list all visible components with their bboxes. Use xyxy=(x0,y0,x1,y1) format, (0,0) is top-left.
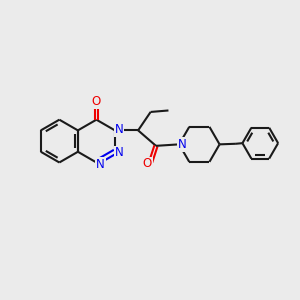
Text: N: N xyxy=(96,158,105,171)
Text: N: N xyxy=(115,123,124,136)
Text: N: N xyxy=(178,138,187,151)
Text: N: N xyxy=(115,146,124,160)
Text: O: O xyxy=(92,95,101,108)
Text: O: O xyxy=(142,158,152,170)
